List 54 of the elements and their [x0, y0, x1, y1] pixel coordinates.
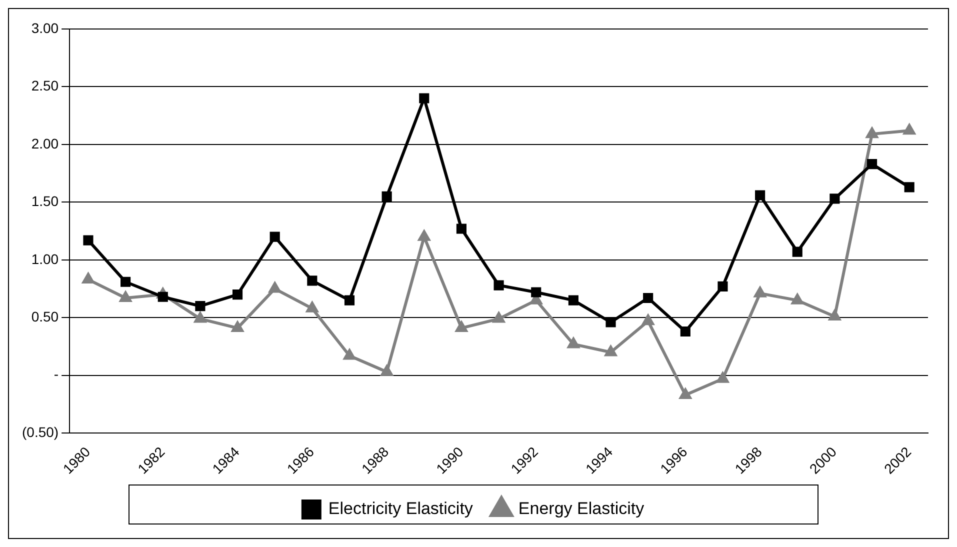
point — [604, 346, 617, 356]
point — [866, 159, 878, 170]
point — [382, 191, 392, 202]
point — [270, 232, 280, 242]
point — [680, 388, 692, 399]
point — [568, 295, 578, 306]
point — [194, 312, 206, 323]
point — [830, 194, 840, 204]
point — [828, 310, 841, 320]
point — [494, 280, 504, 290]
point — [344, 349, 356, 360]
point — [606, 317, 616, 328]
point — [866, 128, 878, 138]
point — [307, 276, 318, 286]
point — [492, 312, 505, 323]
point — [82, 273, 94, 284]
y-tick-label: 1.00 — [31, 250, 59, 267]
y-tick-label: 1.50 — [31, 193, 59, 210]
point — [306, 302, 318, 312]
point — [380, 365, 393, 376]
point — [418, 230, 430, 241]
point — [718, 281, 728, 292]
y-tick-label: - — [54, 366, 59, 382]
point — [232, 290, 243, 300]
point — [680, 326, 690, 337]
point — [232, 322, 244, 332]
point — [904, 182, 914, 192]
y-tick-label: 0.50 — [31, 308, 59, 324]
point — [754, 286, 766, 298]
point — [792, 294, 804, 304]
point — [269, 282, 281, 293]
point — [755, 190, 766, 200]
point — [195, 301, 206, 312]
point — [531, 287, 542, 298]
point — [419, 93, 430, 104]
y-tick-label: (0.50) — [22, 424, 59, 440]
y-tick-label: 2.50 — [31, 78, 59, 94]
point — [158, 292, 168, 302]
point — [344, 295, 355, 306]
point — [716, 372, 729, 383]
point — [904, 124, 916, 135]
point — [642, 314, 654, 326]
legend-label: Energy Elasticity — [518, 499, 645, 518]
point — [83, 235, 94, 246]
point — [456, 322, 468, 332]
point — [792, 246, 802, 257]
point — [120, 292, 132, 302]
y-tick-label: 2.00 — [31, 135, 59, 152]
point — [643, 292, 654, 304]
point — [456, 224, 466, 234]
y-tick-label: 3.00 — [31, 20, 59, 36]
point — [120, 276, 131, 287]
legend-label: Electricity Elasticity — [328, 499, 474, 518]
point — [568, 338, 580, 348]
